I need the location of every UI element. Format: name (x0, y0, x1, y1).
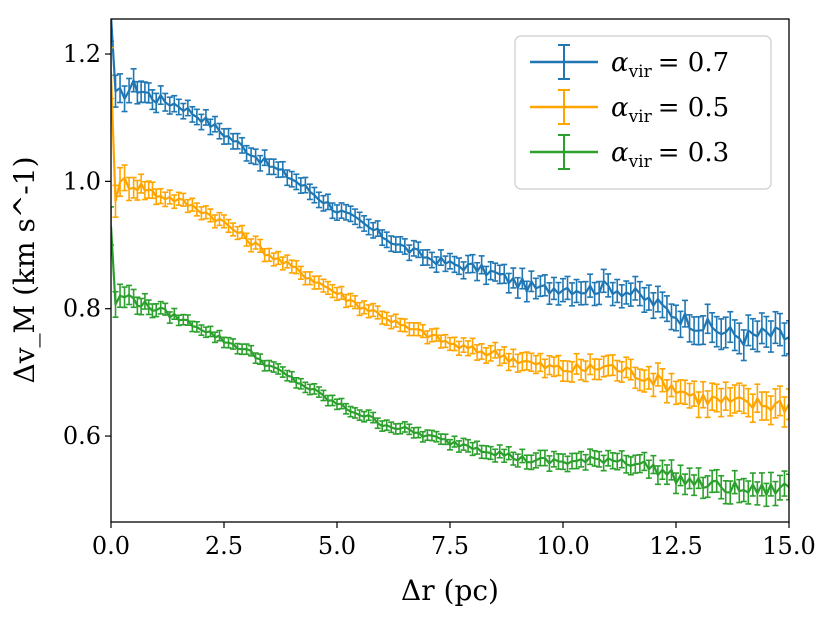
x-tick-label: 0.0 (92, 532, 130, 560)
legend-label-symbol: α (611, 48, 629, 78)
legend-label-subscript: vir (628, 152, 653, 172)
y-tick-label: 1.0 (63, 167, 101, 195)
legend-label-subscript: vir (628, 62, 653, 82)
series-2 (111, 206, 789, 508)
series-0 (111, 19, 789, 362)
legend-label: αvir = 0.7 (611, 48, 729, 82)
legend-label-value: = 0.5 (658, 93, 729, 123)
x-tick-label: 15.0 (762, 532, 815, 560)
x-tick-label: 2.5 (205, 532, 243, 560)
x-tick-label: 10.0 (536, 532, 589, 560)
legend-entry: αvir = 0.7 (530, 44, 729, 82)
legend-label-subscript: vir (628, 107, 653, 127)
legend-label: αvir = 0.3 (611, 138, 729, 172)
legend-entry: αvir = 0.5 (530, 89, 729, 127)
legend-label: αvir = 0.5 (611, 93, 729, 127)
y-tick-label: 0.8 (63, 295, 101, 323)
x-tick-label: 7.5 (431, 532, 469, 560)
y-tick-label: 0.6 (63, 422, 101, 450)
series-layer (111, 19, 789, 508)
x-tick-label: 5.0 (318, 532, 356, 560)
legend-label-value: = 0.3 (658, 138, 729, 168)
legend-label-symbol: α (611, 138, 629, 168)
legend-label-symbol: α (611, 93, 629, 123)
x-tick-label: 12.5 (649, 532, 702, 560)
x-axis-label: Δr (pc) (401, 574, 499, 607)
legend-entry: αvir = 0.3 (530, 134, 729, 172)
series-line (111, 73, 789, 414)
y-tick-label: 1.2 (63, 40, 101, 68)
series-1 (111, 46, 789, 428)
legend-label-value: = 0.7 (658, 48, 729, 78)
series-line (111, 225, 789, 496)
y-axis-label: Δv_M (km s^-1) (8, 157, 41, 384)
ticks-layer: 0.0 2.5 5.0 7.5 10.0 12.5 15.0 0.6 0.8 1.0 1.2 (63, 40, 816, 560)
series-line (111, 19, 789, 347)
